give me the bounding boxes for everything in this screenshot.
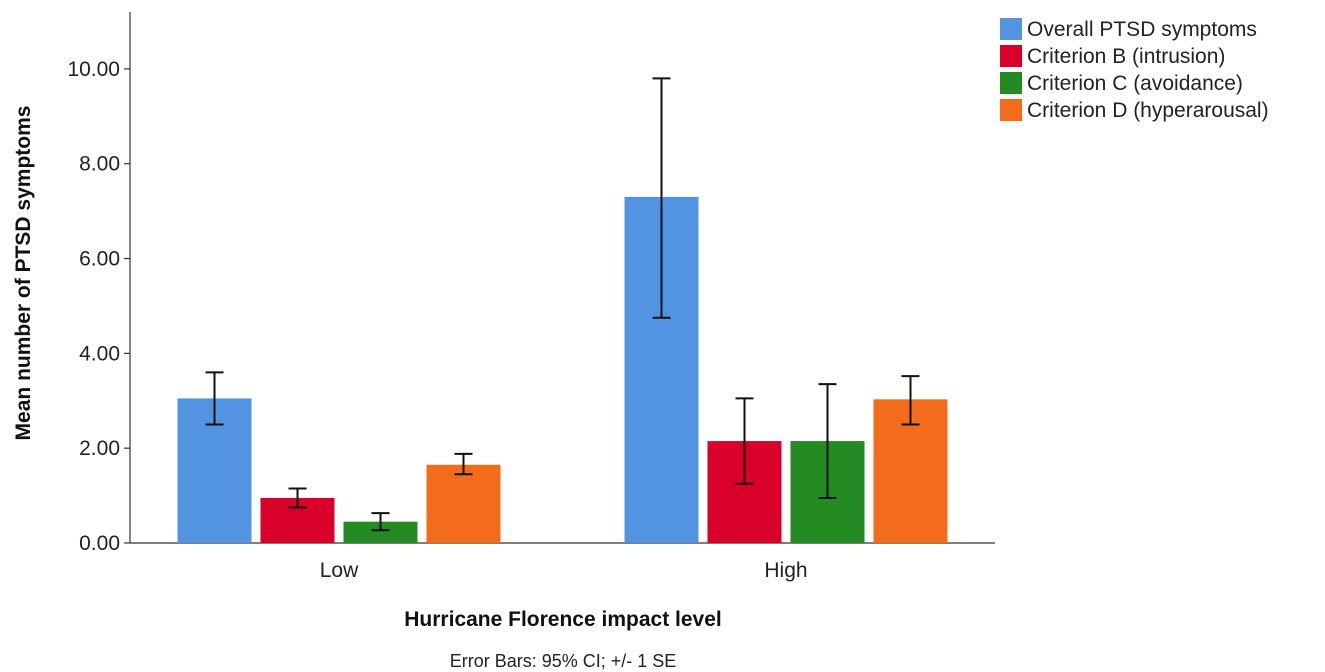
legend: Overall PTSD symptoms Criterion B (intrus… — [1000, 18, 1269, 122]
error-bars — [205, 77, 920, 532]
y-tick-label: 10.00 — [67, 58, 120, 81]
legend-label: Overall PTSD symptoms — [1027, 18, 1257, 41]
y-tick-label: 6.00 — [79, 248, 120, 271]
legend-label: Criterion C (avoidance) — [1027, 72, 1243, 95]
legend-swatch — [1000, 99, 1022, 121]
x-tick-label: Low — [320, 559, 359, 582]
tick-labels: 0.00 2.00 4.00 6.00 8.00 10.00 Low High — [67, 58, 807, 582]
legend-swatch — [1000, 18, 1022, 40]
x-tick-label: High — [764, 559, 807, 582]
x-axis-title: Hurricane Florence impact level — [404, 608, 721, 631]
bar — [343, 521, 418, 543]
legend-swatch — [1000, 72, 1022, 94]
y-tick-label: 8.00 — [79, 153, 120, 176]
y-tick-label: 2.00 — [79, 437, 120, 460]
bars — [177, 196, 948, 543]
error-bars-footnote: Error Bars: 95% CI; +/- 1 SE — [450, 651, 677, 671]
y-tick-label: 4.00 — [79, 342, 120, 365]
legend-label: Criterion B (intrusion) — [1027, 45, 1225, 68]
y-axis-title: Mean number of PTSD symptoms — [12, 106, 35, 441]
legend-label: Criterion D (hyperarousal) — [1027, 99, 1269, 122]
y-tick-label: 0.00 — [79, 532, 120, 555]
bar — [426, 464, 501, 543]
legend-swatch — [1000, 45, 1022, 67]
